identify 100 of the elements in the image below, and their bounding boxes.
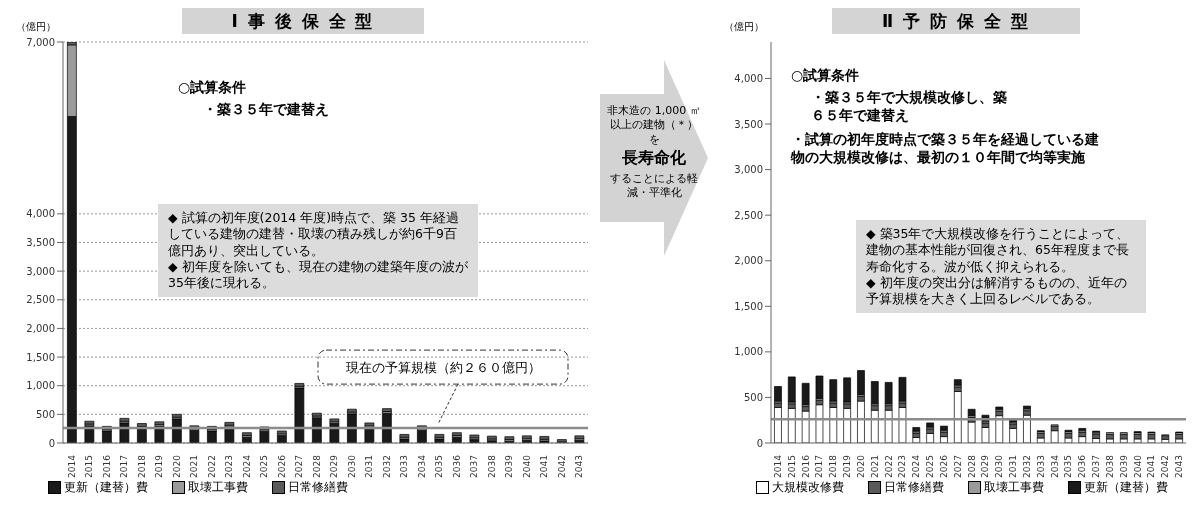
x-tick-label: 2014 (66, 454, 77, 478)
x-tick-label: 2032 (381, 455, 392, 478)
x-tick-label: 2022 (883, 455, 894, 478)
legend-label: 大規模改修費 (771, 479, 844, 496)
annotation: ◆ 初年度を除いても、現在の建物の建築年度の波が35年後に現れる。 (168, 258, 468, 292)
y-tick-label: 3,500 (734, 118, 763, 130)
annotation: ・築３５年で建替え (203, 100, 330, 119)
x-tick-label: 2017 (814, 455, 825, 478)
legend-label: 取壊工事費 (983, 479, 1044, 496)
x-tick-label: 2023 (897, 455, 908, 478)
x-tick-label: 2023 (224, 455, 235, 478)
y-tick-label: 0 (756, 437, 763, 449)
x-tick-label: 2029 (329, 454, 340, 478)
text: 長寿命化 (621, 148, 687, 169)
x-tick-label: 2036 (451, 454, 462, 478)
x-tick-label: 2020 (855, 454, 866, 478)
x-tick-label: 2017 (119, 455, 130, 478)
x-tick-label: 2035 (1063, 455, 1074, 478)
annotation: ○試算条件 (178, 78, 248, 97)
x-tick-label: 2030 (994, 454, 1005, 478)
x-tick-label: 2024 (911, 454, 922, 478)
x-tick-label: 2021 (869, 455, 880, 478)
y-tick-label: 0 (48, 437, 55, 449)
y-tick-label: 4,000 (26, 208, 55, 220)
y-tick-label: 1,500 (734, 300, 763, 312)
x-tick-label: 2042 (1160, 455, 1171, 478)
x-tick-label: 2028 (966, 454, 977, 478)
x-tick-label: 2019 (842, 454, 853, 478)
y-tick-label: 2,500 (26, 294, 55, 306)
y-tick-label: 1,500 (26, 351, 55, 363)
y-tick-label: 7,000 (26, 36, 55, 48)
annotation: ◆ 初年度の突出分は解消するものの、近年の予算規模を大きく上回るレベルである。 (866, 274, 1128, 308)
x-tick-label: 2037 (469, 455, 480, 478)
x-tick-label: 2034 (416, 454, 427, 478)
x-tick-label: 2040 (1132, 454, 1143, 478)
legend-label: 更新（建替）費 (63, 479, 148, 496)
x-tick-label: 2020 (171, 454, 182, 478)
y-axis-title: （億円） (16, 20, 56, 34)
y-tick-label: 2,000 (26, 322, 55, 334)
x-tick-label: 2015 (84, 455, 95, 478)
x-tick-label: 2041 (539, 455, 550, 478)
x-tick-label: 2027 (952, 455, 963, 478)
text: することによる軽減・平準化 (609, 172, 699, 201)
x-tick-label: 2018 (828, 454, 839, 478)
y-tick-label: 1,000 (734, 346, 763, 358)
y-tick-label: 1,000 (26, 380, 55, 392)
x-tick-label: 2038 (1104, 454, 1115, 478)
x-tick-label: 2016 (800, 454, 811, 478)
x-tick-label: 2036 (1077, 454, 1088, 478)
legend-label: 日常修繕費 (883, 479, 944, 496)
legend-label: 取壊工事費 (187, 479, 248, 496)
x-tick-label: 2033 (1035, 455, 1046, 478)
chart-title: Ⅰ 事 後 保 全 型 (181, 8, 425, 34)
y-tick-label: 500 (743, 391, 763, 403)
x-tick-label: 2024 (241, 454, 252, 478)
x-tick-label: 2039 (1118, 454, 1129, 478)
y-tick-label: 2,000 (734, 255, 763, 267)
x-tick-label: 2041 (1146, 455, 1157, 478)
x-tick-label: 2019 (154, 454, 165, 478)
x-tick-label: 2026 (276, 454, 287, 478)
x-tick-label: 2032 (1021, 455, 1032, 478)
annotation: ・築３５年で大規模改修し、築６５年で建替え (811, 88, 1008, 125)
x-tick-label: 2030 (346, 454, 357, 478)
legend-label: 日常修繕費 (287, 479, 348, 496)
y-tick-label: 500 (35, 408, 55, 420)
x-tick-label: 2021 (189, 455, 200, 478)
y-tick-label: 3,000 (734, 164, 763, 176)
y-tick-label: 4,000 (734, 73, 763, 84)
x-tick-label: 2031 (1008, 455, 1019, 478)
x-tick-label: 2040 (521, 454, 532, 478)
x-tick-label: 2027 (294, 455, 305, 478)
annotation: ◆ 試算の初年度(2014 年度)時点で、築 35 年経過している建物の建替・取壊の積み残しが約6千9百億円あり、突出している。 (168, 210, 460, 259)
x-tick-label: 2016 (101, 454, 112, 478)
x-tick-label: 2035 (434, 455, 445, 478)
x-tick-label: 2031 (364, 455, 375, 478)
x-tick-label: 2025 (925, 455, 936, 478)
x-tick-label: 2033 (399, 455, 410, 478)
x-tick-label: 2039 (504, 454, 515, 478)
x-tick-label: 2028 (311, 454, 322, 478)
x-tick-label: 2015 (786, 455, 797, 478)
x-tick-label: 2037 (1091, 455, 1102, 478)
chart-title: Ⅱ 予 防 保 全 型 (832, 8, 1080, 34)
x-tick-label: 2026 (938, 454, 949, 478)
y-axis-title: （億円） (724, 20, 764, 34)
x-tick-label: 2038 (486, 454, 497, 478)
x-tick-label: 2014 (772, 454, 783, 478)
annotation: ◆ 築35年で大規模改修を行うことによって、建物の基本性能が回復され、65年程度まで長寿命化する。波が低く抑えられる。 (866, 226, 1131, 275)
legend-label: 更新（建替）費 (1083, 479, 1168, 496)
y-tick-label: 3,500 (26, 237, 55, 249)
x-tick-label: 2042 (556, 455, 567, 478)
y-tick-label: 3,000 (26, 265, 55, 277)
x-tick-label: 2043 (574, 455, 585, 478)
annotation: ・試算の初年度時点で築３５年を経過している建物の大規模改修は、最初の１０年間で均等実施 (791, 130, 1100, 167)
x-tick-label: 2018 (136, 454, 147, 478)
annotation: ○試算条件 (791, 66, 861, 85)
x-tick-label: 2034 (1049, 454, 1060, 478)
x-tick-label: 2022 (206, 455, 217, 478)
x-tick-label: 2043 (1174, 455, 1185, 478)
y-tick-label: 2,500 (734, 209, 763, 221)
x-tick-label: 2025 (259, 455, 270, 478)
